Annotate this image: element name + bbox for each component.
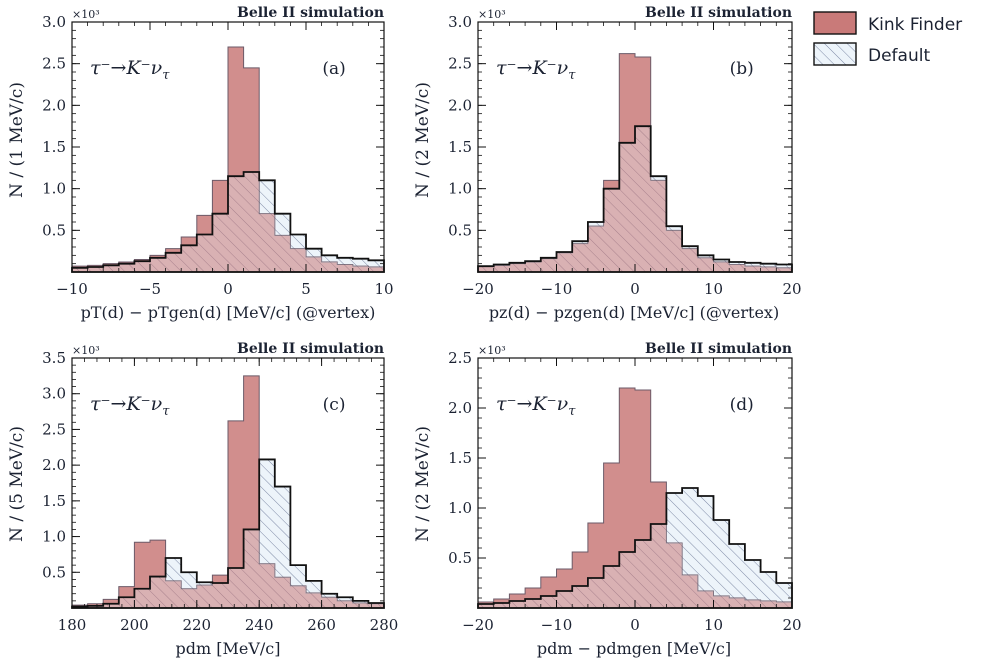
legend-default-swatch <box>813 42 857 66</box>
y-tick-label: 1.0 <box>448 499 472 517</box>
x-tick-label: 20 <box>782 280 801 298</box>
legend-kink-label: Kink Finder <box>868 15 962 35</box>
legend: Kink Finder Default <box>813 11 962 66</box>
y-tick-label: 1.5 <box>42 492 66 510</box>
xlabels: pT(d) − pTgen(d) [MeV/c] (@vertex) pz(d)… <box>81 303 780 658</box>
xlabel-c: pdm [MeV/c] <box>176 639 281 658</box>
y-tick-label: 0.5 <box>42 563 66 581</box>
x-tick-label: 10 <box>704 280 723 298</box>
x-tick-label: −10 <box>541 616 573 634</box>
y-multiplier: ×10³ <box>478 8 506 21</box>
x-tick-label: 20 <box>782 616 801 634</box>
y-tick-label: 2.5 <box>42 420 66 438</box>
x-tick-label: 180 <box>58 616 87 634</box>
process-label: τ⁻→K⁻ντ <box>496 57 576 83</box>
experiment-label: Belle II simulation <box>237 341 384 357</box>
ylabel-d: N / (2 MeV/c) <box>413 426 433 542</box>
process-label: τ⁻→K⁻ντ <box>90 393 170 419</box>
y-tick-label: 2.5 <box>448 349 472 367</box>
y-tick-label: 1.0 <box>42 528 66 546</box>
experiment-label: Belle II simulation <box>237 5 384 21</box>
ylabel-a: N / (1 MeV/c) <box>7 82 27 198</box>
y-tick-label: 3.0 <box>448 13 472 31</box>
xlabel-b: pz(d) − pzgen(d) [MeV/c] (@vertex) <box>489 303 779 322</box>
y-multiplier: ×10³ <box>72 344 100 357</box>
process-subscript: τ <box>568 404 576 419</box>
default-hist-outline <box>477 125 793 273</box>
y-tick-label: 3.0 <box>42 13 66 31</box>
panel-b: −20 −10 0 10 20 0.5 1.0 1.5 2.0 2.5 3.0 ×10³ Belle I… <box>448 5 801 298</box>
x-tick-label: 260 <box>307 616 336 634</box>
process-subscript: τ <box>568 68 576 83</box>
y-tick-label: 1.5 <box>42 138 66 156</box>
panel-tag: (c) <box>323 395 346 415</box>
xlabel-a: pT(d) − pTgen(d) [MeV/c] (@vertex) <box>81 303 376 322</box>
process-subscript: τ <box>162 404 170 419</box>
ylabels: N / (1 MeV/c) N / (2 MeV/c) N / (5 MeV/c… <box>7 82 433 542</box>
overlap-hatch <box>478 126 792 273</box>
x-tick-label: 240 <box>245 616 274 634</box>
y-tick-label: 1.0 <box>42 180 66 198</box>
x-tick-label: 10 <box>704 616 723 634</box>
ylabel-c: N / (5 MeV/c) <box>7 426 27 542</box>
legend-kink-swatch <box>813 11 857 35</box>
process-label: τ⁻→K⁻ντ <box>90 57 170 83</box>
x-tick-label: −10 <box>56 280 88 298</box>
default-hist-outline <box>71 171 385 273</box>
x-tick-label: 220 <box>182 616 211 634</box>
overlap-hatch <box>478 524 792 608</box>
x-tick-label: 5 <box>301 280 311 298</box>
panel-a: −10 −5 0 5 10 0.5 1.0 1.5 2.0 2.5 3.0 ×10³ Belle II … <box>42 5 393 298</box>
x-tick-label: −5 <box>139 280 161 298</box>
x-tick-label: 0 <box>223 280 233 298</box>
y-tick-label: 1.0 <box>448 180 472 198</box>
x-tick-label: −10 <box>541 280 573 298</box>
experiment-label: Belle II simulation <box>645 341 792 357</box>
legend-default-label: Default <box>868 46 930 66</box>
process-subscript: τ <box>162 68 170 83</box>
overlap-hatch <box>72 172 384 272</box>
x-tick-label: 0 <box>630 280 640 298</box>
y-tick-label: 2.5 <box>42 55 66 73</box>
y-tick-label: 0.5 <box>448 221 472 239</box>
y-tick-label: 3.0 <box>42 385 66 403</box>
panel-tag: (a) <box>322 59 345 79</box>
y-tick-label: 1.5 <box>448 449 472 467</box>
y-multiplier: ×10³ <box>478 344 506 357</box>
y-tick-label: 2.0 <box>42 96 66 114</box>
panel-c: 180 200 220 240 260 280 0.5 1.0 1.5 2.0 2.5 3.0 3.5 ×… <box>42 341 398 634</box>
panel-tag: (d) <box>730 395 754 415</box>
y-tick-label: 2.0 <box>448 399 472 417</box>
y-multiplier: ×10³ <box>72 8 100 21</box>
experiment-label: Belle II simulation <box>645 5 792 21</box>
y-tick-label: 2.0 <box>42 456 66 474</box>
panel-tag: (b) <box>730 59 754 79</box>
y-tick-label: 0.5 <box>42 221 66 239</box>
panel-d: −20 −10 0 10 20 0.5 1.0 1.5 2.0 2.5 ×10³ Belle II s… <box>448 341 801 634</box>
x-tick-label: 280 <box>370 616 399 634</box>
y-tick-label: 2.5 <box>448 55 472 73</box>
x-tick-label: 200 <box>120 616 149 634</box>
y-tick-label: 1.5 <box>448 138 472 156</box>
y-tick-label: 2.0 <box>448 96 472 114</box>
ylabel-b: N / (2 MeV/c) <box>413 82 433 198</box>
xlabel-d: pdm − pdmgen [MeV/c] <box>537 639 731 658</box>
x-tick-label: −20 <box>462 616 494 634</box>
default-hist-outline <box>477 487 793 609</box>
y-tick-label: 0.5 <box>448 549 472 567</box>
process-label: τ⁻→K⁻ντ <box>496 393 576 419</box>
default-hist-outline <box>71 458 385 609</box>
x-tick-label: 0 <box>630 616 640 634</box>
x-tick-label: −20 <box>462 280 494 298</box>
axes-frame <box>71 357 385 609</box>
y-tick-label: 3.5 <box>42 349 66 367</box>
x-tick-label: 10 <box>374 280 393 298</box>
